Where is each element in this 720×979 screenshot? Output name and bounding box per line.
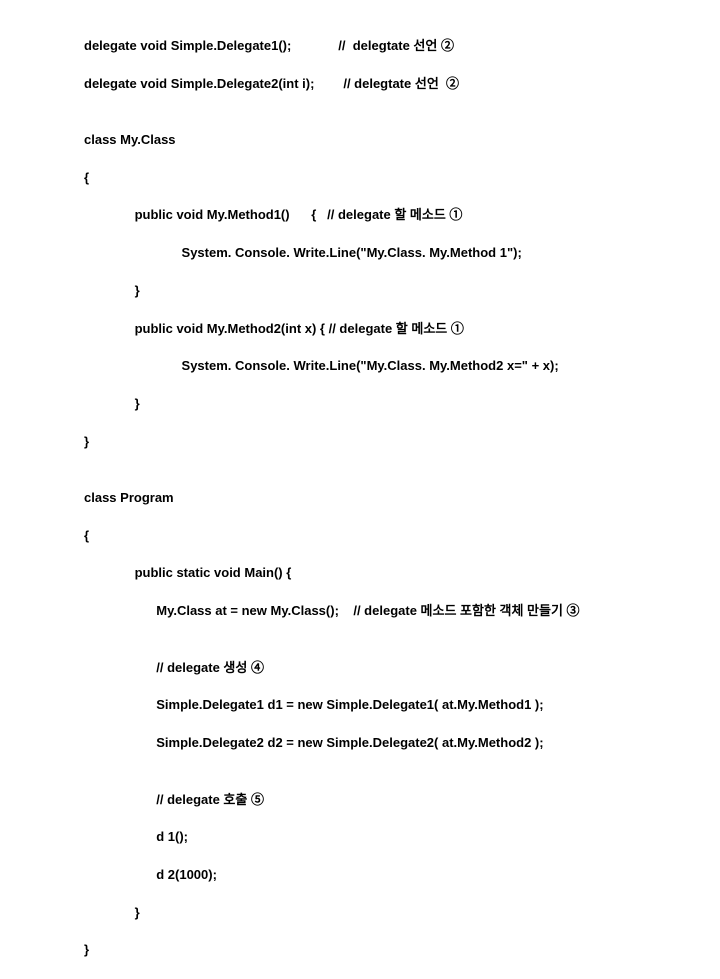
code-line: } [84,282,720,301]
code-line: } [84,941,720,960]
code-line: delegate void Simple.Delegate2(int i); /… [84,75,720,94]
code-line: } [84,395,720,414]
code-line: System. Console. Write.Line("My.Class. M… [84,244,720,263]
code-line: Simple.Delegate2 d2 = new Simple.Delegat… [84,734,720,753]
code-line: } [84,433,720,452]
code-line: public void My.Method2(int x) { // deleg… [84,320,720,339]
code-line: class Program [84,489,720,508]
code-line: System. Console. Write.Line("My.Class. M… [84,357,720,376]
code-line: { [84,527,720,546]
code-line: public void My.Method1() { // delegate 할… [84,206,720,225]
code-block: delegate void Simple.Delegate1(); // del… [0,0,720,979]
code-line: d 1(); [84,828,720,847]
code-line: public static void Main() { [84,564,720,583]
code-line: { [84,169,720,188]
code-line: Simple.Delegate1 d1 = new Simple.Delegat… [84,696,720,715]
code-line: // delegate 생성 ④ [84,659,720,678]
code-line: delegate void Simple.Delegate1(); // del… [84,37,720,56]
code-line: My.Class at = new My.Class(); // delegat… [84,602,720,621]
code-line: } [84,904,720,923]
code-line: // delegate 호출 ⑤ [84,791,720,810]
code-line: d 2(1000); [84,866,720,885]
code-line: class My.Class [84,131,720,150]
